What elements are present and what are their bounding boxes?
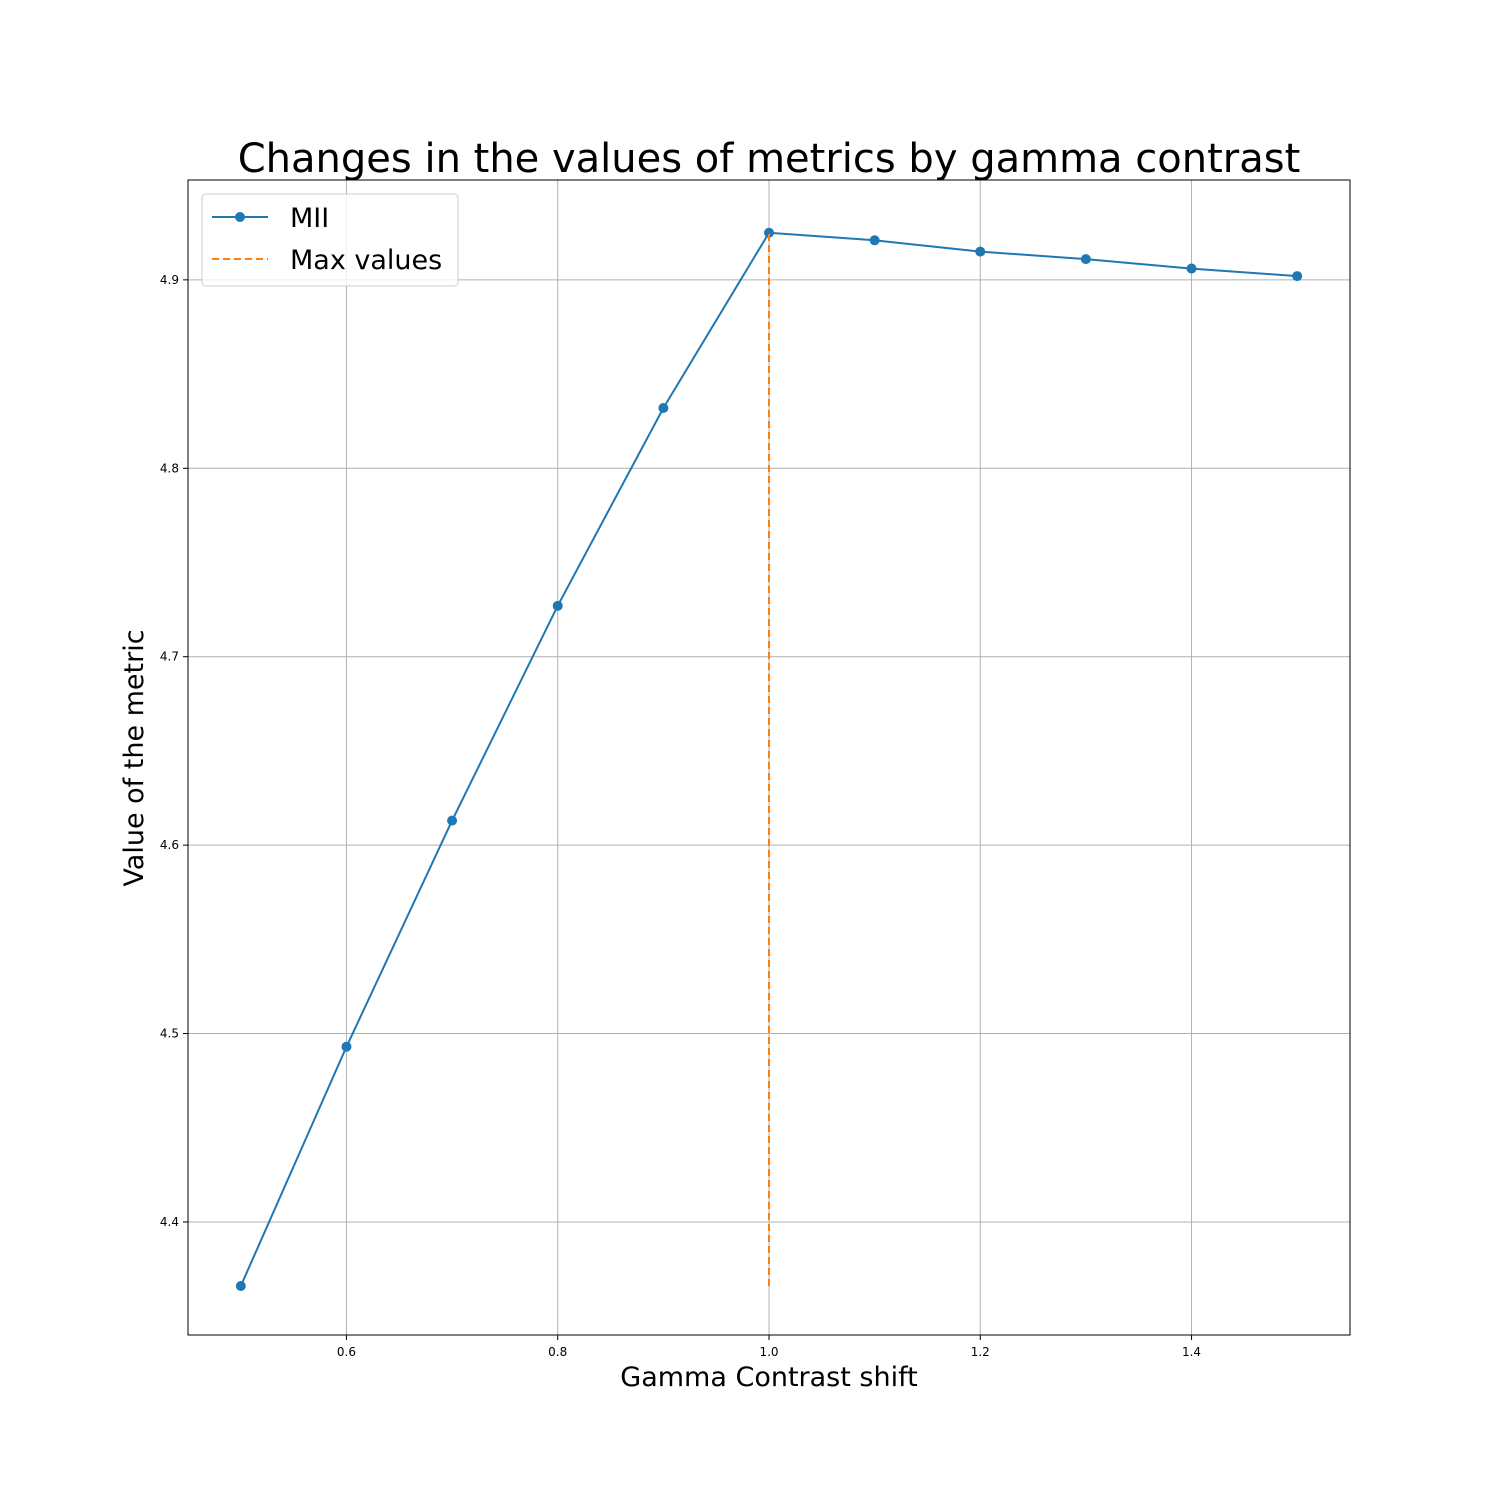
x-tick-label: 1.4 xyxy=(1182,1345,1201,1359)
legend: MII Max values xyxy=(201,193,459,287)
x-axis-label: Gamma Contrast shift xyxy=(620,1362,917,1393)
data-point-mii xyxy=(975,246,986,257)
data-point-mii xyxy=(869,235,880,246)
data-point-mii xyxy=(764,227,774,238)
y-tick-label: 4.7 xyxy=(160,650,179,664)
data-point-mii xyxy=(447,815,458,826)
y-tick-label: 4.9 xyxy=(160,273,179,287)
axis-ticks: 0.6 0.8 1.0 1.2 1.4 4.4 4.5 4.6 4.7 4.8 4.9 xyxy=(160,273,1201,1359)
y-tick-label: 4.4 xyxy=(160,1215,179,1229)
data-point-mii xyxy=(341,1041,352,1052)
y-tick-label: 4.5 xyxy=(160,1027,179,1041)
y-tick-label: 4.6 xyxy=(160,838,179,852)
legend-label-mii: MII xyxy=(290,203,329,234)
y-tick-label: 4.8 xyxy=(160,461,179,475)
legend-marker-mii xyxy=(235,212,245,222)
x-tick-label: 1.2 xyxy=(971,1345,990,1359)
data-point-mii xyxy=(658,402,669,413)
plot-area xyxy=(235,227,1303,1292)
data-point-mii xyxy=(552,600,563,611)
y-axis-label: Value of the metric xyxy=(119,629,150,886)
x-tick-label: 0.8 xyxy=(548,1345,567,1359)
legend-label-max-values: Max values xyxy=(290,245,442,276)
chart-title: Changes in the values of metrics by gamm… xyxy=(238,136,1301,182)
data-point-mii xyxy=(1186,263,1197,274)
x-tick-label: 1.0 xyxy=(759,1345,778,1359)
data-point-mii xyxy=(1080,254,1091,265)
x-tick-label: 0.6 xyxy=(337,1345,356,1359)
data-point-mii xyxy=(1292,271,1303,282)
data-point-mii xyxy=(235,1281,246,1292)
